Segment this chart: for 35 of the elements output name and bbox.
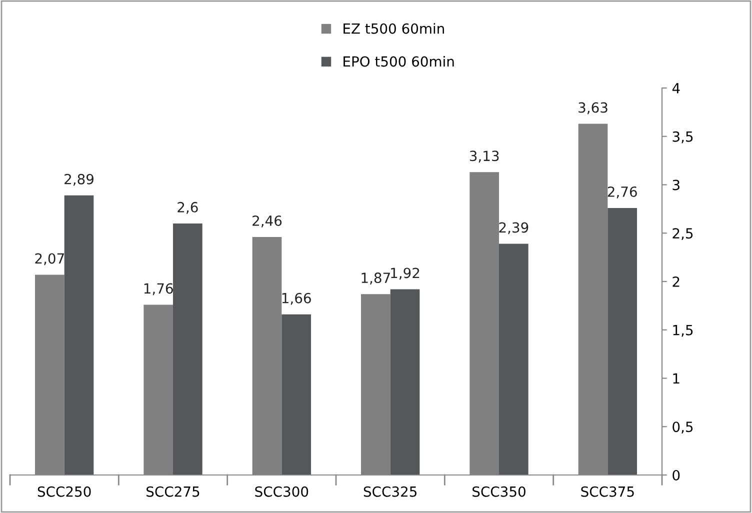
x-tick-label: SCC250 <box>38 486 91 497</box>
data-label: 1,76 <box>144 283 173 296</box>
data-label: 2,46 <box>252 215 282 228</box>
x-tick-label: SCC275 <box>146 486 200 497</box>
y-tick-label: 3,5 <box>672 131 693 144</box>
data-label: 1,87 <box>362 272 390 284</box>
bar <box>608 208 638 475</box>
bar <box>390 289 420 475</box>
y-tick-label: 2 <box>672 276 680 287</box>
x-tick-label: SCC375 <box>581 486 634 497</box>
data-label: 1,92 <box>391 268 420 280</box>
y-tick-label: 0 <box>672 470 680 480</box>
data-label: 2,6 <box>178 202 198 214</box>
data-label: 2,76 <box>608 186 637 198</box>
y-tick-label: 0,5 <box>672 422 693 434</box>
y-tick-label: 1,5 <box>673 325 693 337</box>
y-tick-label: 3 <box>672 180 680 190</box>
data-label: 2,07 <box>35 253 64 266</box>
bar <box>499 244 528 475</box>
data-label: 2,39 <box>499 222 528 234</box>
data-label: 3,13 <box>470 150 499 163</box>
x-tick-label: SCC350 <box>472 486 526 497</box>
legend-label: EPO t500 60min <box>344 56 454 67</box>
y-tick-label: 2,5 <box>672 228 693 240</box>
bar <box>64 195 94 475</box>
x-tick-label: SCC300 <box>255 486 308 497</box>
y-tick-label: 1 <box>673 373 680 384</box>
data-label: 2,89 <box>64 174 94 186</box>
data-label: 1,66 <box>282 292 311 305</box>
bar <box>282 314 312 475</box>
bar <box>173 223 202 475</box>
x-tick-label: SCC325 <box>364 486 416 497</box>
legend-label: EZ t500 60min <box>344 23 444 34</box>
data-label: 3,63 <box>578 102 608 114</box>
y-tick-label: 4 <box>672 83 680 94</box>
